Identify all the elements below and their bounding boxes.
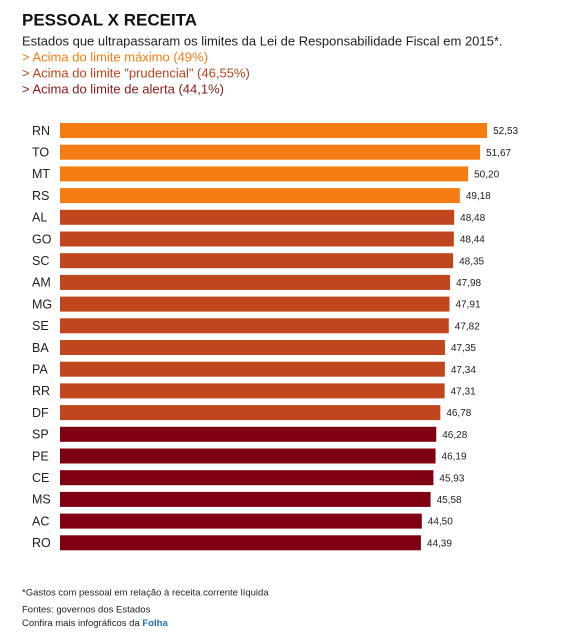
value-label: 50,20 (474, 170, 499, 181)
value-label: 46,78 (446, 408, 471, 419)
bar (60, 470, 434, 486)
bar (60, 361, 445, 377)
category-label: RN (32, 124, 50, 138)
category-label: PA (32, 362, 48, 376)
value-label: 48,35 (459, 256, 484, 267)
bar (60, 123, 488, 138)
value-label: 52,53 (493, 126, 518, 137)
value-label: 47,91 (456, 300, 481, 311)
more-text: Confira mais infográficos da (22, 618, 142, 629)
bar (60, 231, 454, 247)
bar (60, 340, 445, 355)
category-label: MS (32, 493, 51, 507)
category-label: PE (32, 449, 49, 463)
value-label: 44,39 (427, 538, 452, 549)
value-label: 45,58 (437, 495, 462, 506)
category-label: AM (32, 276, 51, 290)
value-label: 45,93 (439, 473, 464, 484)
bar (60, 209, 455, 225)
bar (60, 448, 436, 464)
category-label: GO (32, 232, 52, 246)
chart-title: PESSOAL X RECEITA (22, 10, 197, 29)
value-label: 47,98 (456, 278, 481, 289)
more-link: Confira mais infográficos da Folha (22, 618, 168, 629)
value-label: 47,82 (455, 321, 480, 332)
brand[interactable]: Folha (142, 618, 168, 629)
value-label: 48,44 (460, 235, 485, 246)
legend-entry: > Acima do limite de alerta (44,1%) (22, 81, 224, 96)
legend-entry: > Acima do limite máximo (49%) (22, 49, 208, 64)
bar (60, 318, 449, 334)
value-label: 44,50 (428, 517, 453, 528)
bar (60, 491, 431, 507)
bar (60, 274, 451, 290)
category-label: DF (32, 406, 49, 420)
category-label: RS (32, 189, 49, 203)
bar (60, 383, 445, 399)
category-label: SP (32, 428, 49, 442)
legend-entry: > Acima do limite "prudencial" (46,55%) (22, 65, 250, 80)
bar (60, 426, 437, 442)
bar (60, 296, 450, 312)
footnote: *Gastos com pessoal em relação à receita… (22, 588, 269, 599)
bar (60, 253, 454, 269)
value-label: 47,34 (451, 365, 476, 376)
value-label: 46,19 (442, 452, 467, 463)
category-label: MG (32, 297, 52, 311)
bar (60, 188, 460, 204)
bar (60, 144, 481, 160)
category-label: TO (32, 145, 49, 159)
category-label: BA (32, 341, 49, 355)
value-label: 47,31 (451, 387, 476, 398)
category-label: SC (32, 254, 49, 268)
category-label: RR (32, 384, 50, 398)
source: Fontes: governos dos Estados (22, 605, 151, 616)
bar (60, 513, 422, 529)
category-label: MT (32, 167, 50, 181)
value-label: 49,18 (466, 191, 491, 202)
value-label: 47,35 (451, 343, 476, 354)
value-label: 48,48 (460, 213, 485, 224)
bar (60, 535, 421, 551)
category-label: AL (32, 211, 47, 225)
category-label: SE (32, 319, 49, 333)
bar (60, 166, 469, 182)
chart-subtitle: Estados que ultrapassaram os limites da … (22, 33, 503, 48)
value-label: 46,28 (442, 430, 467, 441)
category-label: RO (32, 536, 51, 550)
category-label: CE (32, 471, 49, 485)
value-label: 51,67 (486, 148, 511, 159)
bar (60, 405, 441, 421)
category-label: AC (32, 514, 49, 528)
